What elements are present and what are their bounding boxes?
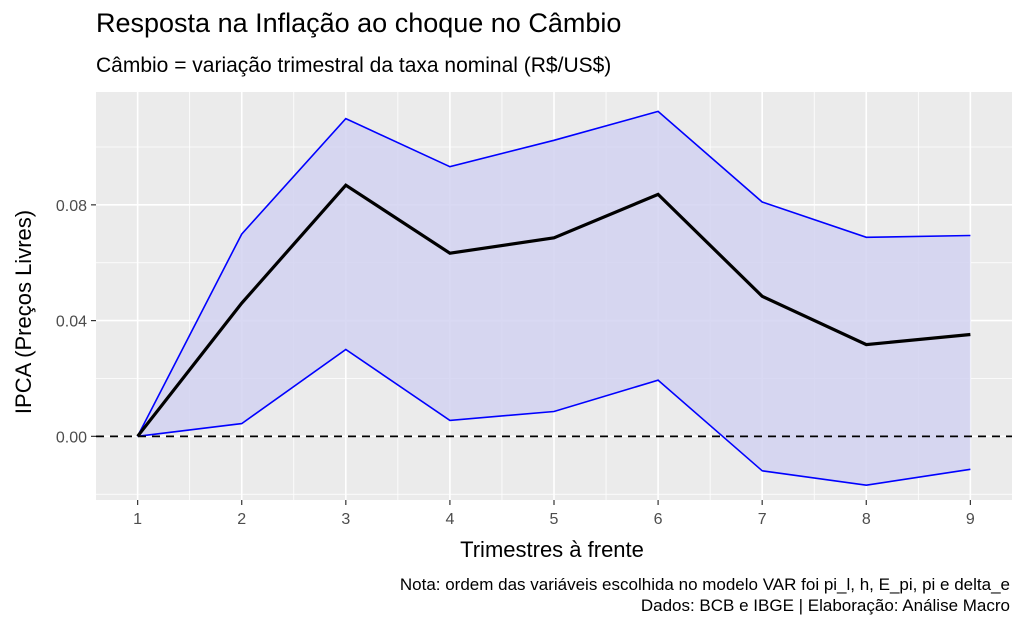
chart-title: Resposta na Inflação ao choque no Câmbio xyxy=(96,8,622,38)
y-axis-title: IPCA (Preços Livres) xyxy=(11,209,36,415)
x-tick-label: 3 xyxy=(341,511,350,528)
caption-note: Nota: ordem das variáveis escolhida no m… xyxy=(399,575,1010,594)
x-tick-label: 9 xyxy=(966,511,975,528)
x-tick-label: 8 xyxy=(862,511,871,528)
confidence-band xyxy=(137,111,971,486)
x-tick-label: 2 xyxy=(237,511,246,528)
y-tick-label: 0.08 xyxy=(56,198,87,215)
caption-source: Dados: BCB e IBGE | Elaboração: Análise … xyxy=(640,596,1010,615)
x-axis-title: Trimestres à frente xyxy=(460,537,644,562)
chart-subtitle: Câmbio = variação trimestral da taxa nom… xyxy=(96,54,612,77)
y-axis-tick-labels: 0.00 0.04 0.08 xyxy=(56,198,87,446)
lower-bound-line xyxy=(137,348,971,487)
x-tick-label: 4 xyxy=(445,511,454,528)
response-line xyxy=(136,183,971,438)
x-tick-label: 5 xyxy=(550,511,559,528)
x-tick-label: 7 xyxy=(758,511,767,528)
x-tick-label: 6 xyxy=(654,511,663,528)
x-axis-tick-labels: 1 2 3 4 5 6 7 8 9 xyxy=(133,511,975,528)
x-tick-label: 1 xyxy=(133,511,142,528)
y-tick-label: 0.00 xyxy=(56,429,87,446)
axis-ticks xyxy=(91,204,971,505)
chart-caption: Nota: ordem das variáveis escolhida no m… xyxy=(400,574,1010,616)
y-tick-label: 0.04 xyxy=(56,314,87,331)
upper-bound-line xyxy=(136,110,971,437)
